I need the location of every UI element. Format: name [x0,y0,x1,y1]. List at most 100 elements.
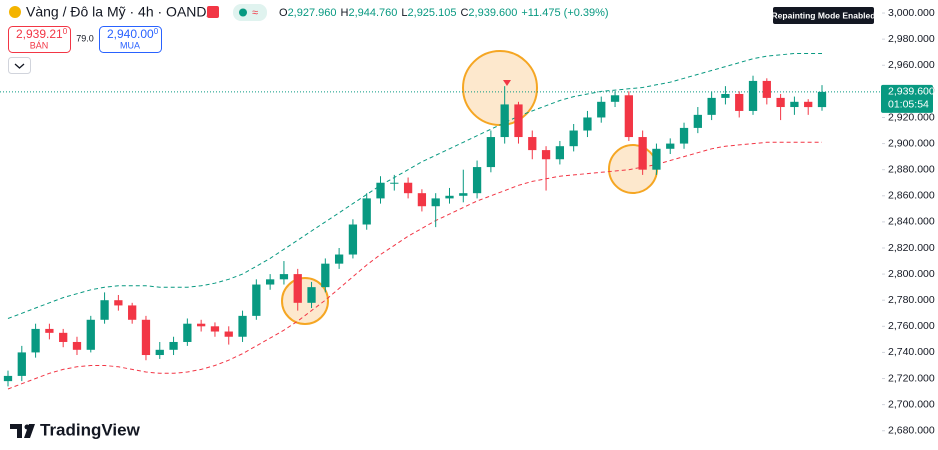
candle-body [459,193,468,196]
highlight-circle [281,277,329,325]
candle-body [265,279,275,285]
y-tick-label: 2,820.000 [888,242,935,254]
ohlc-value: 2,944.760 [348,7,397,19]
band-line [7,53,822,319]
candle-body [72,341,82,350]
y-tick-label: 3,000.000 [888,7,935,19]
candle-body [541,150,551,160]
candle-body [210,326,220,332]
y-tick-label: 2,980.000 [888,33,935,45]
candle-body [776,97,785,108]
candle-body [804,101,813,108]
status-icon: ≈ [252,7,258,19]
candle-body [100,300,109,320]
y-tick-label: 2,960.000 [888,59,935,71]
candle-body [334,254,344,264]
annotations [281,50,658,325]
y-tick-label: 2,740.000 [888,346,935,358]
candle-body [431,198,440,207]
candle-body [748,80,758,111]
signal-marker [503,80,511,86]
price-tag-countdown: 01:05:54 [888,99,929,111]
candle-body [348,224,358,255]
y-tick-label: 2,840.000 [888,216,935,228]
candle-body [597,101,606,118]
status-dot [239,8,247,17]
ohlc-label: C [460,7,468,19]
y-tick-label: 2,700.000 [888,398,935,410]
highlight-circle [608,144,658,194]
sell-button[interactable] [8,26,71,53]
candle-body [790,101,799,108]
symbol-icon [9,6,21,18]
candle-body [224,331,233,337]
candle-body [362,198,371,225]
ohlc-value: 2,939.600 [468,7,517,19]
spread: 79.0 [76,33,94,43]
candle-body [86,319,95,350]
candle-body [817,91,827,108]
candle-body [279,274,289,280]
ohlc-value: 2,927.960 [288,7,337,19]
candle-body [403,182,413,194]
y-tick-label: 2,880.000 [888,163,935,175]
ohlc-label: L [401,7,407,19]
ohlc-values: O2,927.960 H2,944.760 L2,925.105 C2,939.600… [279,7,609,19]
chart-title: Vàng / Đô la Mỹ · 4h · OANDA [26,4,217,20]
candle-body [155,349,164,356]
candle-body [610,95,620,102]
brand-logo-dot [24,424,30,430]
candle-body [293,274,302,303]
candle-body [376,182,385,199]
buy-label: MUA [120,40,140,50]
change: +11.475 (+0.39%) [521,7,608,19]
brand-name: TradingView [40,420,141,439]
candle-body [472,167,482,194]
candle-body [514,104,523,138]
candle-body [486,137,496,168]
candle-body [183,323,192,342]
candle-body [141,319,151,356]
candle-body [693,114,702,128]
candle-body [31,328,40,353]
highlight-circle [462,50,538,126]
candle-body [679,127,689,144]
candle-body [569,130,578,147]
candle-body [721,93,730,98]
candle-body [3,375,13,382]
y-tick-label: 2,800.000 [888,268,935,280]
candle-body [500,104,509,138]
candle-body [17,352,26,376]
candle-body [169,341,178,350]
ohlc-value: 2,925.105 [408,7,457,19]
candle-body [624,95,633,138]
candle-body [390,182,399,184]
candle-body [307,287,316,303]
candle-body [666,143,675,149]
candle-body [59,332,68,342]
sell-label: BÁN [30,40,49,50]
y-tick-label: 2,720.000 [888,372,935,384]
ohlc-label: O [279,7,288,19]
chevron-icon [14,63,25,69]
candle-body [321,263,330,288]
collapse-button[interactable] [8,57,31,74]
y-tick-label: 2,680.000 [888,425,935,437]
buy-button[interactable] [99,26,162,53]
candle-body [252,284,261,316]
candle-body [638,137,647,170]
candle-body [652,148,661,170]
y-tick-label: 2,760.000 [888,320,935,332]
candle-body [762,80,771,98]
flag-icon [207,6,219,18]
candle-body [445,195,454,199]
price-tag [881,84,933,113]
brand-logo [10,424,35,438]
badge [773,7,874,24]
sell-price: 2,939.210 [16,27,68,41]
candle-body [197,323,206,327]
plot [0,53,880,390]
candle-body [45,328,54,333]
